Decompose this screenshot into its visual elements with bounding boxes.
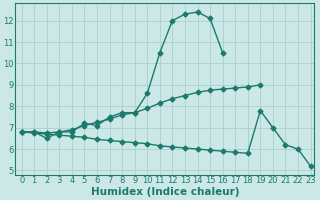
X-axis label: Humidex (Indice chaleur): Humidex (Indice chaleur) <box>91 187 239 197</box>
